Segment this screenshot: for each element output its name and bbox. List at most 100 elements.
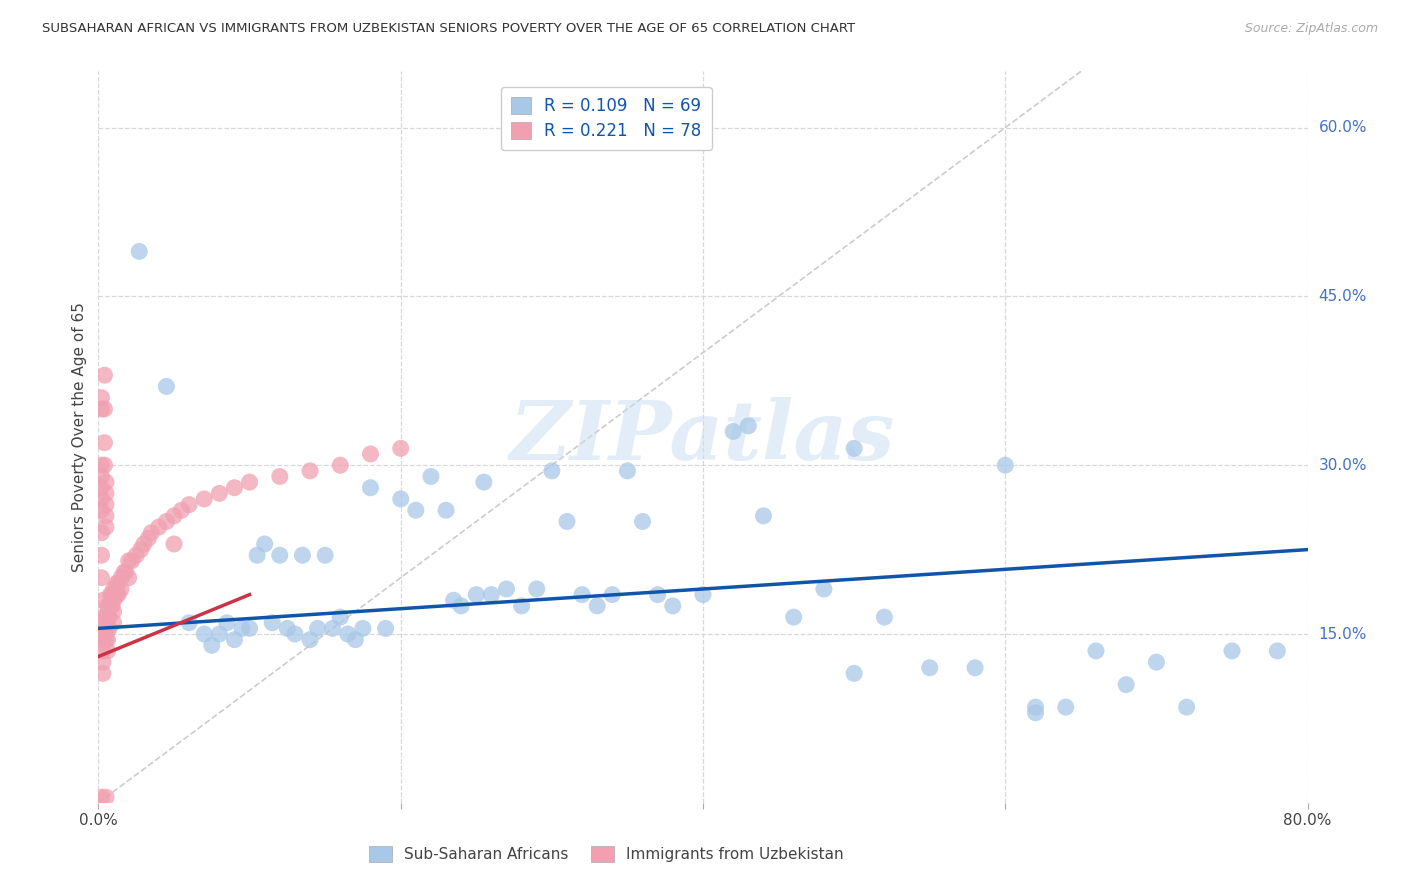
Point [329,458,352,473]
Point [299,464,322,478]
Point [918,661,941,675]
Point [540,464,562,478]
Point [661,599,683,613]
Point [352,621,374,635]
Point [1054,700,1077,714]
Point [253,537,276,551]
Point [90,481,112,495]
Point [193,627,215,641]
Text: Source: ZipAtlas.com: Source: ZipAtlas.com [1244,22,1378,36]
Point [782,610,804,624]
Point [1265,644,1288,658]
Point [91,632,114,647]
Point [291,548,314,562]
Point [215,615,238,630]
Point [96,632,118,647]
Point [177,498,201,512]
Point [91,593,114,607]
Point [314,548,336,562]
Point [163,508,186,523]
Point [94,475,117,489]
Text: 30.0%: 30.0% [1319,458,1367,473]
Point [692,588,714,602]
Point [224,481,246,495]
Point [91,655,114,669]
Point [269,469,291,483]
Point [103,593,125,607]
Point [96,621,118,635]
Point [360,447,382,461]
Point [495,582,517,596]
Text: ZIPatlas: ZIPatlas [510,397,896,477]
Point [994,458,1017,473]
Point [103,582,125,596]
Point [155,379,177,393]
Point [93,401,115,416]
Point [101,588,124,602]
Point [93,458,115,473]
Point [129,542,152,557]
Point [193,491,215,506]
Point [93,368,115,383]
Point [1220,644,1243,658]
Point [103,605,125,619]
Point [98,621,121,635]
Point [90,491,112,506]
Point [1144,655,1167,669]
Point [434,503,457,517]
Point [208,486,231,500]
Point [465,588,488,602]
Point [128,244,150,259]
Point [94,632,117,647]
Point [90,525,112,540]
Point [96,644,118,658]
Legend: Sub-Saharan Africans, Immigrants from Uzbekistan: Sub-Saharan Africans, Immigrants from Uz… [363,840,851,868]
Point [481,588,503,602]
Point [90,391,112,405]
Point [443,593,465,607]
Point [110,571,132,585]
Point [510,599,533,613]
Point [107,588,129,602]
Point [170,503,193,517]
Text: 60.0%: 60.0% [1319,120,1367,135]
Point [344,632,367,647]
Point [103,615,125,630]
Point [752,508,775,523]
Point [647,588,669,602]
Point [96,599,118,613]
Point [737,418,759,433]
Point [239,475,262,489]
Point [336,627,359,641]
Point [112,565,135,579]
Point [141,525,163,540]
Point [110,582,132,596]
Point [307,621,329,635]
Point [389,491,412,506]
Point [101,599,124,613]
Point [148,520,170,534]
Point [94,508,117,523]
Point [360,481,382,495]
Text: 15.0%: 15.0% [1319,626,1367,641]
Point [873,610,896,624]
Point [450,599,472,613]
Point [94,790,117,805]
Point [1024,706,1046,720]
Point [631,515,654,529]
Point [389,442,412,456]
Point [419,469,441,483]
Point [374,621,396,635]
Point [616,464,638,478]
Point [269,548,291,562]
Point [571,588,593,602]
Point [224,632,246,647]
Point [121,554,143,568]
Text: 45.0%: 45.0% [1319,289,1367,304]
Point [1024,700,1046,714]
Point [90,503,112,517]
Point [90,401,112,416]
Point [231,621,253,635]
Point [965,661,987,675]
Point [100,588,122,602]
